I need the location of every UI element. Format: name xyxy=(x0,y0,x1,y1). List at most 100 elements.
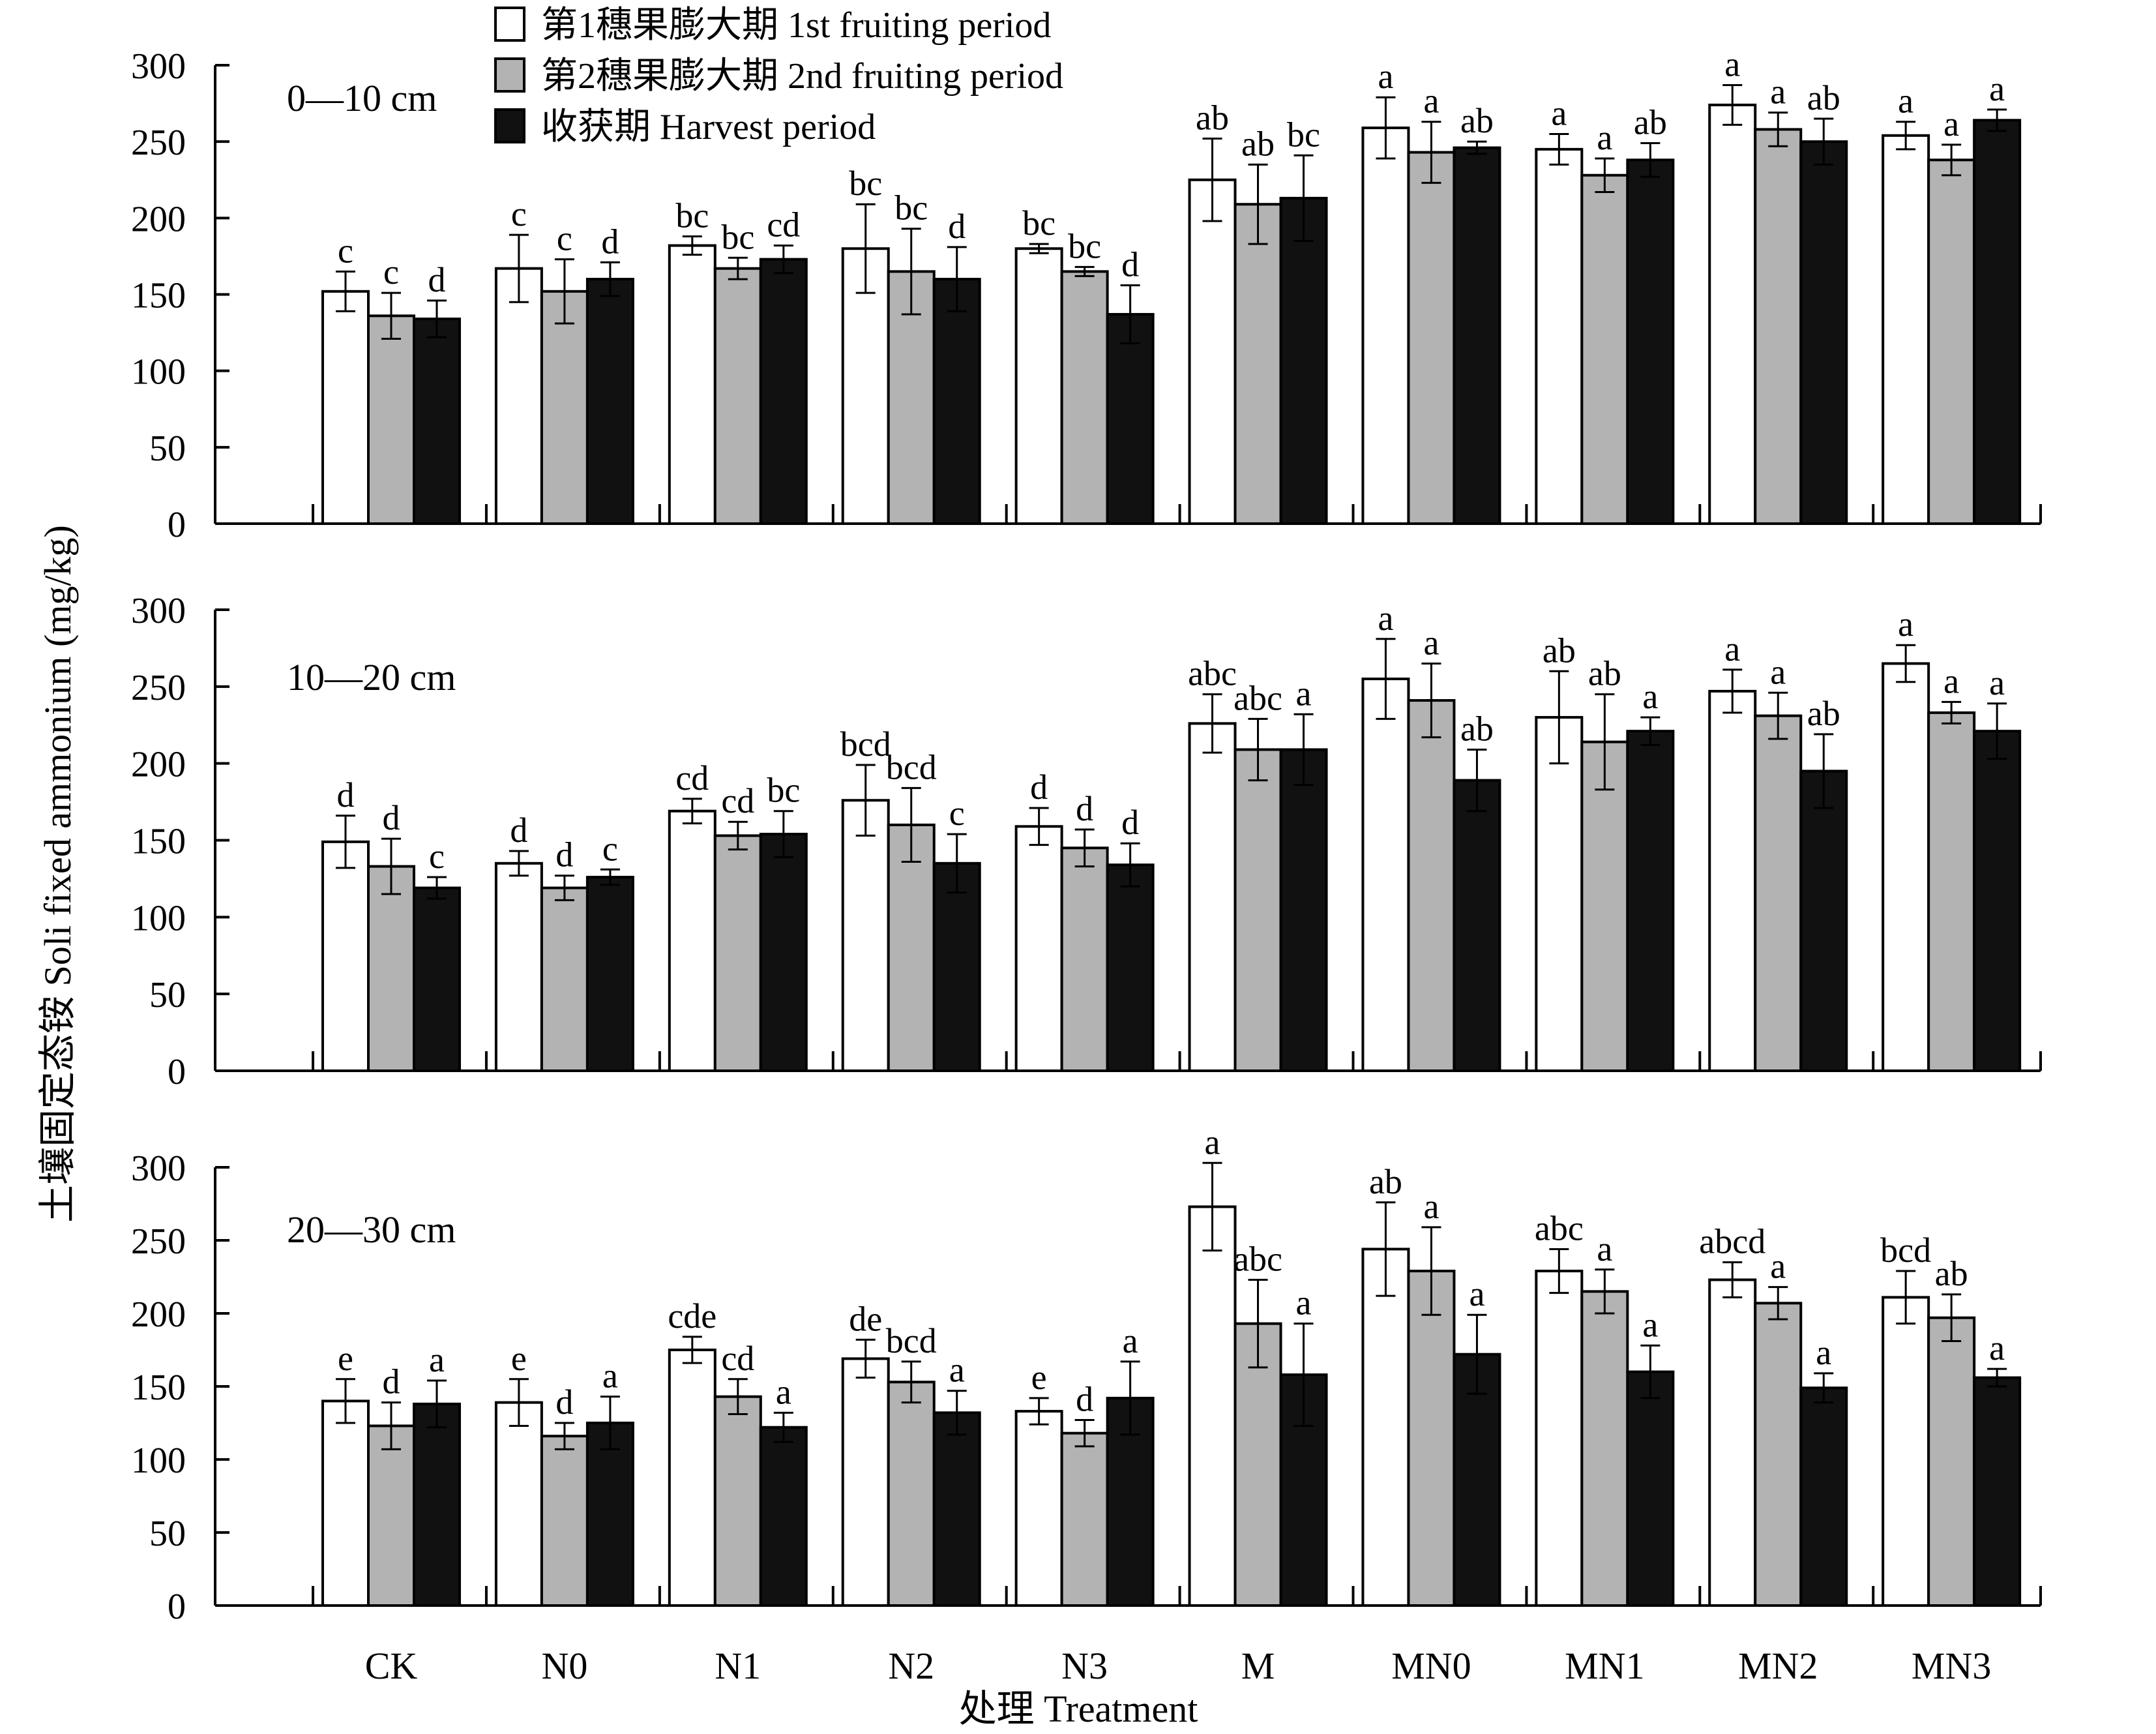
significance-letter: a xyxy=(1597,1229,1612,1268)
significance-letter: cd xyxy=(767,205,800,245)
significance-letter: a xyxy=(1943,104,1959,143)
bar-harvest-mn0 xyxy=(1453,779,1501,1072)
bar-harvest-mn2 xyxy=(1799,770,1848,1072)
bar-2nd-n0 xyxy=(540,886,589,1072)
bar-harvest-n1 xyxy=(759,833,808,1073)
bar-2nd-n2 xyxy=(887,1381,936,1607)
significance-letter: cd xyxy=(675,758,709,798)
significance-letter: a xyxy=(1597,118,1612,157)
bar-2nd-n0 xyxy=(540,1435,589,1607)
category-label-n1: N1 xyxy=(715,1645,761,1687)
bar-2nd-n3 xyxy=(1060,270,1109,525)
significance-letter: a xyxy=(1296,674,1312,713)
bar-1st-ck xyxy=(321,290,370,525)
bar-1st-n2 xyxy=(841,799,890,1073)
significance-letter: bc xyxy=(1022,203,1056,243)
bar-2nd-mn1 xyxy=(1580,173,1629,526)
bar-1st-n3 xyxy=(1014,247,1063,525)
bar-1st-m xyxy=(1188,178,1237,525)
significance-letter: a xyxy=(1770,1247,1786,1286)
significance-letter: ab xyxy=(1543,631,1576,670)
panel-title: 10—20 cm xyxy=(287,656,456,698)
bar-1st-mn3 xyxy=(1882,134,1930,525)
significance-letter: bc xyxy=(1068,226,1101,265)
y-tick-label: 250 xyxy=(131,668,186,708)
bar-2nd-mn0 xyxy=(1407,151,1456,525)
bar-1st-ck xyxy=(321,840,370,1073)
significance-letter: ab xyxy=(1935,1254,1968,1293)
significance-letter: d xyxy=(383,1362,400,1401)
y-tick-label: 200 xyxy=(131,199,186,239)
bar-1st-n0 xyxy=(494,1401,543,1607)
bar-2nd-mn2 xyxy=(1754,1302,1803,1607)
significance-letter: c xyxy=(429,837,445,876)
legend-swatch-2nd xyxy=(494,57,525,93)
bar-harvest-n0 xyxy=(585,876,634,1073)
category-label-n0: N0 xyxy=(541,1645,587,1687)
bar-harvest-mn1 xyxy=(1626,1370,1675,1607)
y-tick-label: 200 xyxy=(131,1294,186,1335)
bar-harvest-n2 xyxy=(932,278,981,525)
significance-letter: a xyxy=(1642,677,1658,716)
bar-harvest-m xyxy=(1279,748,1328,1072)
bar-harvest-ck xyxy=(413,886,461,1072)
significance-letter: bcd xyxy=(840,725,891,764)
bar-harvest-m xyxy=(1279,196,1328,525)
bar-2nd-mn2 xyxy=(1754,128,1803,526)
significance-letter: ab xyxy=(1807,78,1840,117)
category-label-n2: N2 xyxy=(888,1645,934,1687)
bar-1st-mn3 xyxy=(1882,1296,1930,1607)
y-tick-label: 100 xyxy=(131,898,186,938)
bar-2nd-ck xyxy=(367,1424,415,1607)
significance-letter: d xyxy=(383,798,400,837)
bar-harvest-n3 xyxy=(1106,312,1155,525)
bar-1st-n3 xyxy=(1014,825,1063,1073)
legend-swatch-1st xyxy=(494,7,525,42)
significance-letter: a xyxy=(776,1372,791,1411)
bar-2nd-mn1 xyxy=(1580,740,1629,1072)
significance-letter: ab xyxy=(1460,101,1494,140)
legend-swatch-harvest xyxy=(494,108,525,143)
significance-letter: d xyxy=(337,775,355,815)
y-tick-label: 250 xyxy=(131,123,186,163)
significance-letter: a xyxy=(1423,623,1439,662)
bar-1st-n2 xyxy=(841,1357,890,1607)
bar-1st-n0 xyxy=(494,267,543,525)
significance-letter: bcd xyxy=(1880,1231,1931,1270)
bar-harvest-n0 xyxy=(585,278,634,525)
significance-letter: a xyxy=(1296,1283,1312,1323)
significance-letter: bc xyxy=(1287,115,1320,154)
significance-letter: ab xyxy=(1196,98,1229,137)
bar-1st-n1 xyxy=(668,809,716,1073)
panel-title: 20—30 cm xyxy=(287,1208,456,1251)
significance-letter: bc xyxy=(721,217,754,256)
significance-letter: bc xyxy=(675,196,709,235)
significance-letter: abc xyxy=(1188,654,1237,693)
bar-1st-mn1 xyxy=(1535,147,1584,525)
y-tick-label: 200 xyxy=(131,745,186,785)
bar-harvest-n1 xyxy=(759,258,808,525)
significance-letter: c xyxy=(511,194,527,233)
bar-harvest-n3 xyxy=(1106,863,1155,1072)
bar-1st-mn1 xyxy=(1535,1270,1584,1607)
significance-letter: c xyxy=(338,231,353,270)
significance-letter: a xyxy=(1770,72,1786,112)
significance-letter: bc xyxy=(849,164,882,203)
bar-1st-mn0 xyxy=(1361,1248,1410,1607)
y-tick-label: 100 xyxy=(131,1441,186,1481)
bar-1st-n1 xyxy=(668,244,716,525)
significance-letter: abc xyxy=(1233,1239,1282,1278)
bar-2nd-ck xyxy=(367,865,415,1073)
bar-2nd-n0 xyxy=(540,290,589,525)
bar-2nd-n3 xyxy=(1060,1431,1109,1607)
category-label-mn0: MN0 xyxy=(1391,1645,1471,1687)
bar-harvest-mn3 xyxy=(1973,119,2022,526)
significance-letter: cd xyxy=(721,1339,754,1378)
bar-harvest-mn0 xyxy=(1453,146,1501,526)
significance-letter: bcd xyxy=(886,747,937,786)
significance-letter: d xyxy=(1076,1380,1093,1419)
y-tick-label: 0 xyxy=(168,505,186,545)
significance-letter: c xyxy=(949,794,965,833)
